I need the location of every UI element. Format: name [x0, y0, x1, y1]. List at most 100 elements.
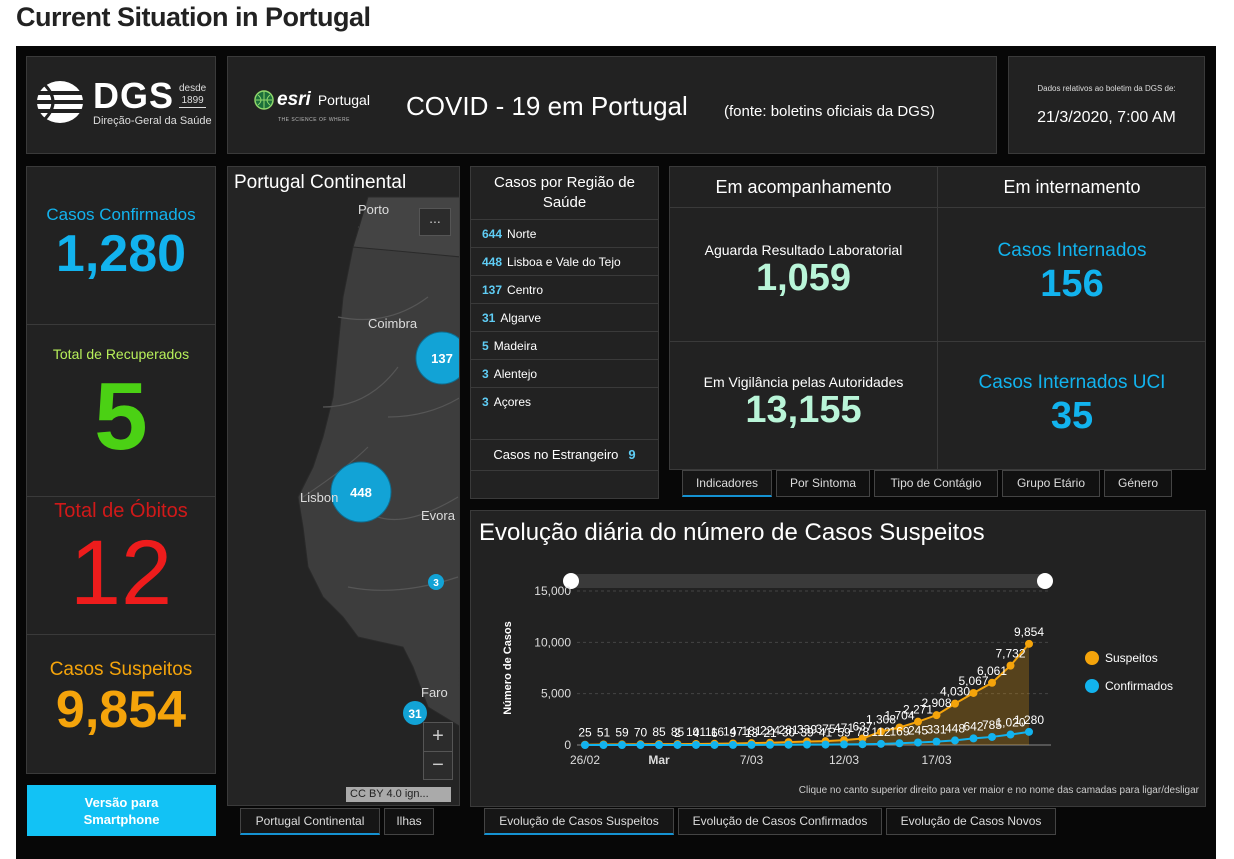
indicator-icu: Casos Internados UCI 35: [938, 342, 1206, 471]
data-point-confirmados: [673, 740, 682, 749]
data-point-confirmados: [821, 740, 830, 749]
suspected-cases-chart[interactable]: 0 5,000 10,000 15,000 Número de Casos 26/02 Ma…: [471, 511, 1207, 808]
list-item[interactable]: 5 Madeira: [471, 331, 658, 359]
data-label-suspeitos: 9,854: [1014, 625, 1044, 639]
list-item[interactable]: 31 Algarve: [471, 303, 658, 331]
data-label-suspeitos: 224: [760, 724, 780, 738]
y-axis-label: Número de Casos: [502, 621, 514, 715]
data-label-confirmados: 9: [730, 726, 737, 740]
list-item[interactable]: 448 Lisboa e Vale do Tejo: [471, 247, 658, 275]
indicator-awaiting-value: 1,059: [755, 257, 852, 299]
legend-confirmados[interactable]: Confirmados: [1085, 679, 1173, 693]
stat-suspected-label: Casos Suspeitos: [49, 659, 193, 680]
cluster-alentejo[interactable]: [428, 574, 444, 590]
tab-evolucao-suspeitos[interactable]: Evolução de Casos Suspeitos: [484, 808, 674, 835]
smartphone-version-button[interactable]: Versão para Smartphone: [27, 785, 216, 836]
data-label-suspeitos: 2,908: [921, 696, 951, 710]
data-point-confirmados: [914, 738, 922, 747]
data-label-confirmados: 30: [782, 726, 796, 740]
data-point-confirmados: [877, 739, 885, 748]
cluster-alentejo-label: 3: [433, 578, 439, 589]
data-label-suspeitos: 85: [652, 725, 666, 739]
esri-name: esri: [277, 89, 311, 110]
legend-suspeitos[interactable]: Suspeitos: [1085, 651, 1173, 665]
data-label-suspeitos: 1,704: [884, 709, 914, 723]
data-point-confirmados: [858, 740, 867, 749]
map-attribution[interactable]: CC BY 4.0 ign...: [346, 787, 451, 802]
dashboard-source: (fonte: boletins oficiais da DGS): [724, 103, 935, 120]
esri-country: Portugal: [317, 92, 370, 108]
data-label-confirmados: 41: [819, 726, 833, 740]
x-tick-label: Mar: [648, 753, 670, 767]
indicator-surveillance: Em Vigilância pelas Autoridades 13,155: [670, 342, 938, 471]
chart-legend: Suspeitos Confirmados: [1085, 651, 1173, 707]
tab-por-sintoma[interactable]: Por Sintoma: [776, 470, 870, 497]
data-point-suspeitos: [932, 711, 941, 720]
list-item[interactable]: 644 Norte: [471, 219, 658, 247]
data-point-confirmados: [803, 740, 811, 749]
indicator-surveillance-label: Em Vigilância pelas Autoridades: [703, 374, 904, 390]
data-label-suspeitos: 375: [815, 722, 835, 736]
indicator-icu-label: Casos Internados UCI: [978, 372, 1166, 393]
esri-logo: esri Portugal: [254, 89, 370, 111]
data-point-confirmados: [618, 741, 626, 749]
zoom-out-button[interactable]: −: [424, 751, 452, 779]
tab-tipo-contagio[interactable]: Tipo de Contágio: [874, 470, 998, 497]
city-lisbon: Lisbon: [300, 490, 338, 505]
stat-deaths-value: 12: [69, 522, 173, 624]
cluster-lisboa[interactable]: [330, 461, 392, 523]
x-tick-label: 17/03: [921, 753, 951, 767]
tab-portugal-continental[interactable]: Portugal Continental: [240, 808, 380, 835]
esri-tagline: THE SCIENCE OF WHERE: [278, 117, 350, 123]
data-label-confirmados: 245: [908, 723, 928, 737]
city-coimbra: Coimbra: [368, 316, 418, 331]
dgs-logo-panel: DGS desde 1899 Direção-Geral da Saúde: [26, 56, 216, 154]
map-more-button[interactable]: ...: [419, 208, 451, 236]
data-point-suspeitos: [914, 717, 922, 726]
chart-note: Clique no canto superior direito para ve…: [798, 785, 1199, 796]
map-panel[interactable]: 137 448 3 31 Porto Coimbra Lisbon Evora …: [227, 166, 460, 806]
data-point-suspeitos: [858, 734, 867, 743]
range-slider-handle-right: [1037, 573, 1053, 589]
portugal-map[interactable]: 137 448 3 31 Porto Coimbra Lisbon Evora …: [228, 167, 460, 806]
tab-indicadores[interactable]: Indicadores: [682, 470, 772, 497]
map-title: Portugal Continental: [234, 172, 407, 193]
tab-evolucao-confirmados[interactable]: Evolução de Casos Confirmados: [678, 808, 882, 835]
legend-suspeitos-dot: [1085, 651, 1099, 665]
cluster-algarve[interactable]: [403, 701, 427, 725]
data-label-confirmados: 1,280: [1014, 713, 1044, 727]
zoom-in-button[interactable]: +: [432, 725, 444, 747]
dgs-globe-icon: [36, 81, 84, 123]
data-label-suspeitos: 2,271: [903, 703, 933, 717]
abroad-cases: Casos no Estrangeiro 9: [471, 439, 658, 471]
tab-grupo-etario[interactable]: Grupo Etário: [1002, 470, 1100, 497]
indicator-hospitalized: Casos Internados 156: [938, 208, 1206, 342]
data-point-confirmados: [932, 737, 941, 746]
x-tick-label: 12/03: [829, 753, 859, 767]
cluster-centro[interactable]: [415, 331, 460, 385]
chart-panel: Evolução diária do número de Casos Suspe…: [470, 510, 1206, 807]
tab-genero[interactable]: Género: [1104, 470, 1172, 497]
data-label-suspeitos: 281: [778, 723, 798, 737]
stat-deaths-label: Total de Óbitos: [54, 500, 188, 522]
indicator-awaiting-label: Aguarda Resultado Laboratorial: [704, 242, 903, 258]
tab-evolucao-novos[interactable]: Evolução de Casos Novos: [886, 808, 1056, 835]
data-point-suspeitos: [895, 723, 904, 732]
list-item[interactable]: 137 Centro: [471, 275, 658, 303]
list-item[interactable]: 3 Alentejo: [471, 359, 658, 387]
list-item[interactable]: 3 Açores: [471, 387, 658, 415]
data-label-suspeitos: 637: [852, 719, 872, 733]
tab-ilhas[interactable]: Ilhas: [384, 808, 434, 835]
data-label-suspeitos: 6,061: [977, 664, 1007, 678]
y-tick-label: 5,000: [541, 687, 571, 701]
data-label-suspeitos: 339: [797, 723, 817, 737]
data-label-suspeitos: 85: [671, 725, 685, 739]
data-label-suspeitos: 101: [686, 725, 706, 739]
region-list: 644 Norte 448 Lisboa e Vale do Tejo 137 Cen…: [471, 219, 658, 415]
data-point-confirmados: [581, 741, 589, 749]
x-tick-label: 7/03: [740, 753, 764, 767]
cluster-algarve-label: 31: [408, 707, 422, 721]
data-label-suspeitos: 51: [597, 725, 611, 739]
data-label-confirmados: 4: [693, 726, 700, 740]
data-label-confirmados: 448: [945, 721, 965, 735]
